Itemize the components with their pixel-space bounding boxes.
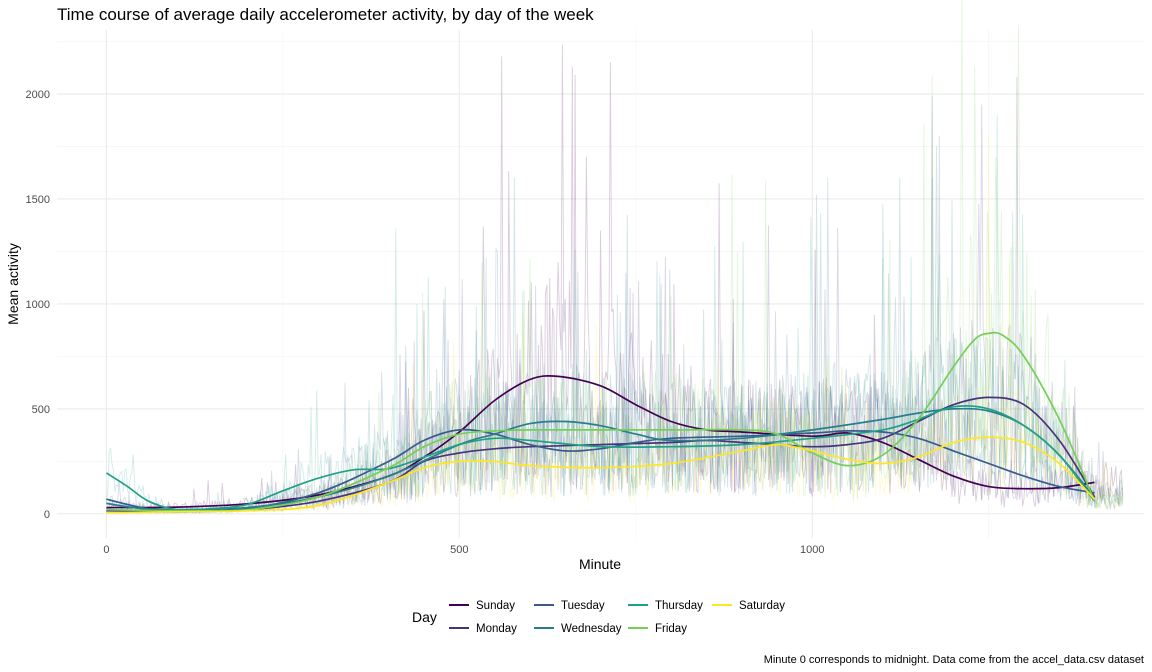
raw-traces [105,0,1124,515]
legend-label: Tuesday [561,600,605,612]
legend-item-monday: Monday [449,623,517,635]
x-tick-label: 1000 [800,544,824,556]
raw-trace-thursday [105,115,1124,513]
smooth-line-tuesday [106,428,1095,513]
y-tick-label: 500 [32,404,50,416]
smooth-curves [105,331,1096,514]
legend-item-tuesday: Tuesday [534,600,605,612]
chart-caption: Minute 0 corresponds to midnight. Data c… [764,654,1144,666]
x-tick-labels: 0 500 1000 [103,544,824,556]
legend-items: Sunday Monday Tuesday Wednesday Thursday Frid… [449,600,785,635]
legend-label: Monday [476,623,517,635]
y-tick-label: 1000 [26,299,50,311]
y-tick-label: 1500 [26,194,50,206]
legend-label: Saturday [739,600,785,612]
raw-trace-sunday [105,44,1124,513]
legend-item-friday: Friday [628,623,687,635]
y-tick-label: 2000 [26,89,50,101]
legend-label: Friday [655,623,687,635]
legend-item-sunday: Sunday [449,600,515,612]
raw-trace-saturday [106,135,1124,515]
legend-title: Day [412,609,437,625]
y-tick-labels: 0 500 1000 1500 2000 [26,89,50,521]
chart-title: Time course of average daily acceleromet… [57,5,594,24]
legend-item-wednesday: Wednesday [534,623,622,635]
legend-label: Sunday [476,600,515,612]
legend: Day Sunday Monday Tuesday Wednesday Thursday… [412,600,785,635]
legend-label: Thursday [655,600,703,612]
smooth-line-saturday [106,436,1096,514]
legend-item-saturday: Saturday [712,600,785,612]
smooth-line-friday [106,331,1096,512]
x-axis-title: Minute [579,556,621,572]
smooth-line-thursday [105,405,1096,512]
grid-lines [57,30,1144,538]
y-tick-label: 0 [44,509,50,521]
x-tick-label: 0 [103,544,109,556]
legend-label: Wednesday [561,623,622,635]
x-tick-label: 500 [450,544,468,556]
legend-item-thursday: Thursday [628,600,703,612]
y-axis-title: Mean activity [5,243,21,325]
